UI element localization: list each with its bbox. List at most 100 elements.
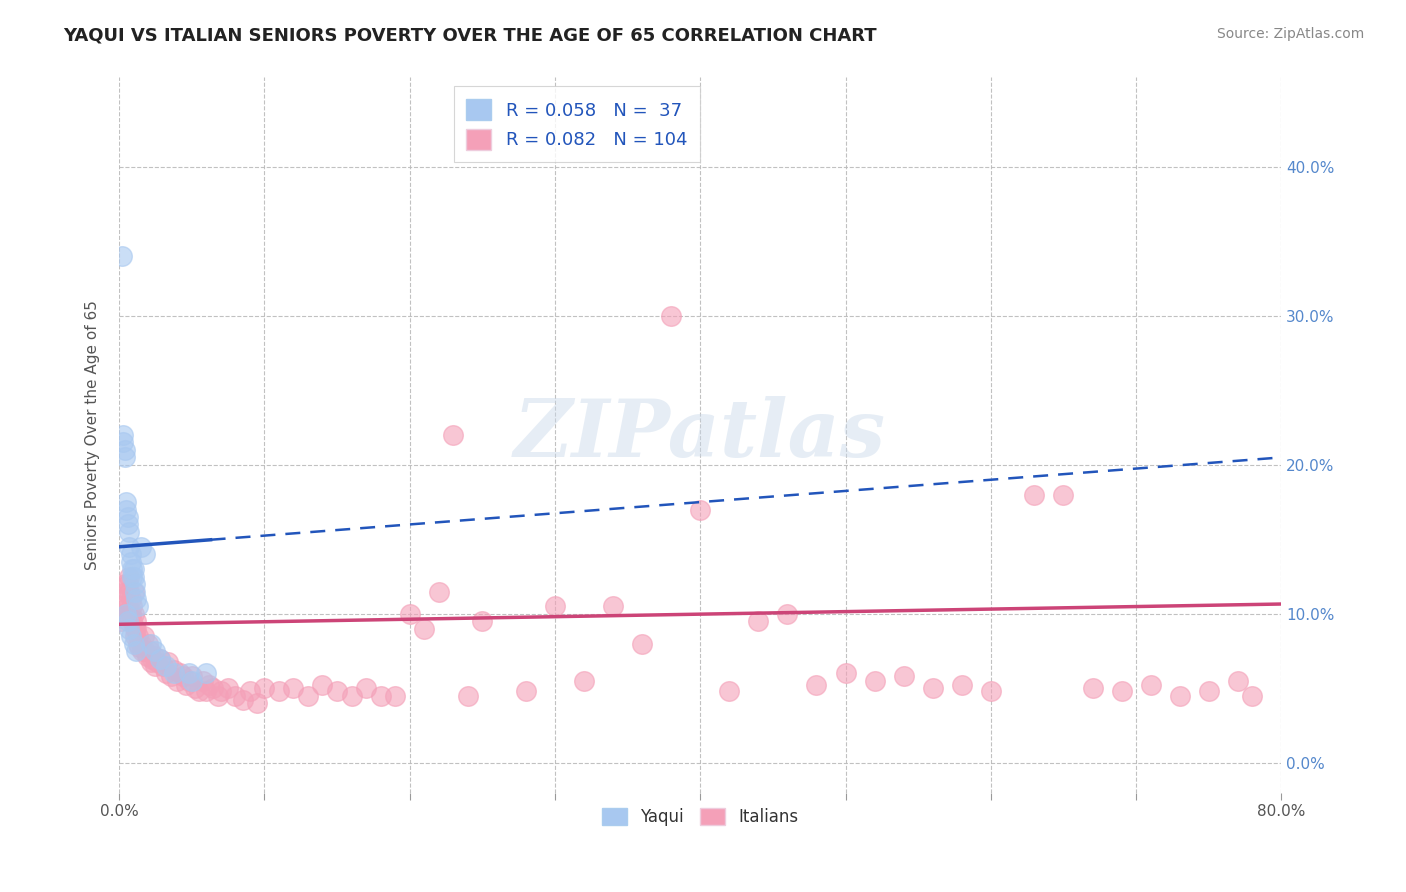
Point	[471, 615, 494, 629]
Point	[131, 644, 153, 658]
Point	[1241, 689, 1264, 703]
Point	[253, 681, 276, 696]
Legend: Yaqui, Italians: Yaqui, Italians	[593, 799, 807, 834]
Point	[117, 517, 139, 532]
Point	[1168, 689, 1191, 703]
Point	[141, 651, 163, 665]
Point	[112, 428, 135, 442]
Point	[950, 678, 973, 692]
Point	[1111, 684, 1133, 698]
Point	[776, 607, 799, 621]
Point	[124, 584, 146, 599]
Point	[283, 681, 305, 696]
Point	[121, 562, 143, 576]
Point	[180, 669, 202, 683]
Point	[136, 637, 159, 651]
Point	[188, 684, 211, 698]
Point	[689, 502, 711, 516]
Point	[1052, 488, 1074, 502]
Point	[398, 607, 420, 621]
Point	[297, 689, 319, 703]
Point	[370, 689, 392, 703]
Point	[118, 584, 141, 599]
Y-axis label: Seniors Poverty Over the Age of 65: Seniors Poverty Over the Age of 65	[86, 300, 100, 570]
Point	[129, 637, 152, 651]
Point	[174, 678, 197, 692]
Point	[217, 681, 239, 696]
Point	[122, 569, 145, 583]
Point	[183, 681, 205, 696]
Point	[121, 599, 143, 614]
Point	[114, 577, 136, 591]
Point	[441, 428, 464, 442]
Point	[115, 502, 138, 516]
Point	[120, 547, 142, 561]
Point	[110, 615, 132, 629]
Point	[202, 681, 225, 696]
Point	[149, 651, 172, 665]
Point	[172, 669, 194, 683]
Point	[921, 681, 943, 696]
Point	[139, 655, 162, 669]
Point	[193, 673, 215, 688]
Point	[267, 684, 290, 698]
Point	[163, 666, 186, 681]
Point	[111, 607, 134, 621]
Point	[246, 696, 269, 710]
Point	[239, 684, 262, 698]
Point	[718, 684, 741, 698]
Point	[118, 569, 141, 583]
Text: ZIPatlas: ZIPatlas	[515, 396, 886, 474]
Point	[232, 693, 254, 707]
Point	[117, 599, 139, 614]
Point	[128, 640, 150, 654]
Point	[132, 629, 155, 643]
Point	[118, 622, 141, 636]
Point	[180, 673, 202, 688]
Point	[149, 651, 172, 665]
Point	[124, 629, 146, 643]
Point	[152, 659, 174, 673]
Point	[127, 629, 149, 643]
Point	[134, 644, 156, 658]
Point	[659, 309, 682, 323]
Point	[120, 629, 142, 643]
Point	[115, 495, 138, 509]
Point	[544, 599, 567, 614]
Point	[125, 591, 148, 606]
Point	[384, 689, 406, 703]
Point	[114, 607, 136, 621]
Point	[311, 678, 333, 692]
Point	[160, 669, 183, 683]
Point	[129, 540, 152, 554]
Point	[125, 615, 148, 629]
Point	[118, 524, 141, 539]
Point	[112, 435, 135, 450]
Point	[122, 562, 145, 576]
Point	[515, 684, 537, 698]
Point	[145, 659, 167, 673]
Point	[224, 689, 246, 703]
Point	[120, 555, 142, 569]
Point	[117, 510, 139, 524]
Point	[115, 607, 138, 621]
Point	[155, 666, 177, 681]
Point	[125, 622, 148, 636]
Point	[146, 655, 169, 669]
Point	[124, 622, 146, 636]
Point	[354, 681, 377, 696]
Point	[142, 648, 165, 663]
Point	[139, 637, 162, 651]
Point	[1024, 488, 1046, 502]
Point	[195, 684, 218, 698]
Point	[127, 599, 149, 614]
Point	[413, 622, 436, 636]
Point	[134, 547, 156, 561]
Point	[111, 249, 134, 263]
Point	[117, 577, 139, 591]
Point	[121, 569, 143, 583]
Text: Source: ZipAtlas.com: Source: ZipAtlas.com	[1216, 27, 1364, 41]
Point	[120, 591, 142, 606]
Point	[198, 678, 221, 692]
Point	[177, 673, 200, 688]
